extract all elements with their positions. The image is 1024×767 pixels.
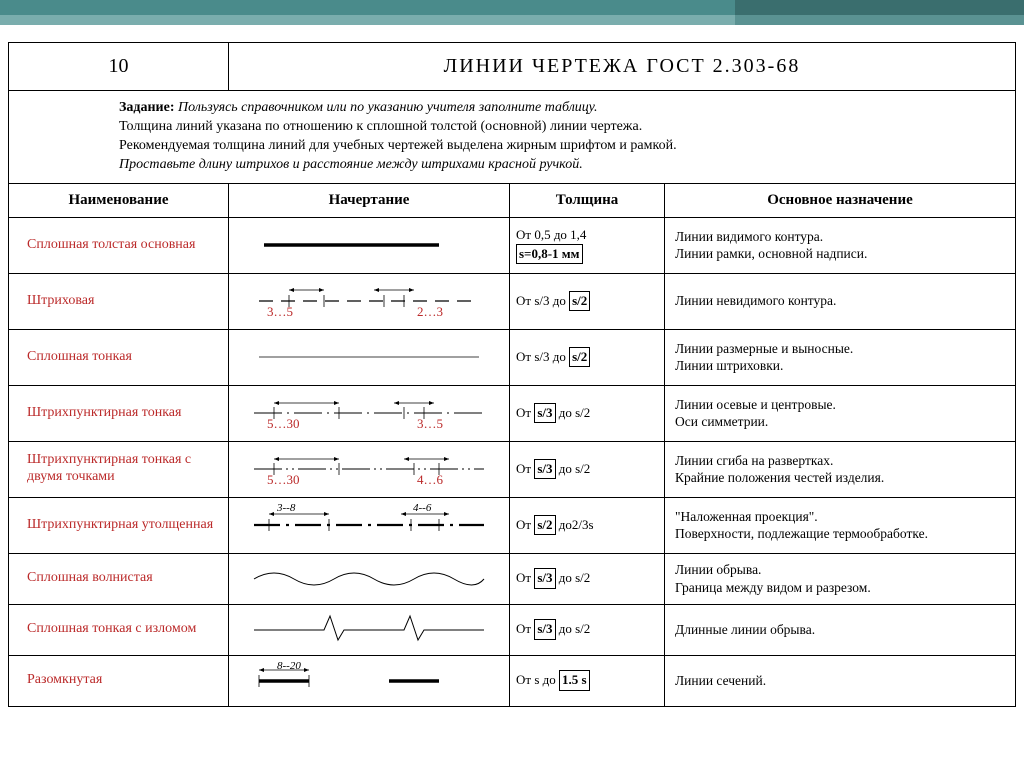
- line-name: Штрихпунктирная тонкая с двумя точками: [9, 441, 229, 497]
- table-row: Сплошная толстая основная От 0,5 до 1,4s=…: [9, 217, 1016, 273]
- decorative-top-bars: [0, 0, 1024, 42]
- title-row: 10 ЛИНИИ ЧЕРТЕЖА ГОСТ 2.303-68: [9, 43, 1016, 91]
- line-name: Штрихпунктирная утолщенная: [9, 497, 229, 553]
- line-purpose: Линии обрыва.Граница между видом и разре…: [665, 553, 1016, 604]
- line-drawing: 5…304…6: [229, 441, 510, 497]
- col-purpose-header: Основное назначение: [665, 183, 1016, 217]
- line-name: Разомкнутая: [9, 655, 229, 706]
- table-row: Штрихпунктирная тонкая5…303…5От s/3 до s…: [9, 385, 1016, 441]
- line-drawing: [229, 217, 510, 273]
- column-headers: Наименование Начертание Толщина Основное…: [9, 183, 1016, 217]
- line-drawing: [229, 553, 510, 604]
- col-thick-header: Толщина: [510, 183, 665, 217]
- line-thickness: От s/3 до s/2: [510, 273, 665, 329]
- line-thickness: От s до 1.5 s: [510, 655, 665, 706]
- table-row: Сплошная тонкая с изломом От s/3 до s/2Дл…: [9, 604, 1016, 655]
- line-drawing: [229, 604, 510, 655]
- line-thickness: От s/3 до s/2: [510, 553, 665, 604]
- table-row: Штриховая3…52…3От s/3 до s/2Линии невиди…: [9, 273, 1016, 329]
- line-drawing: 3--84--6: [229, 497, 510, 553]
- line-purpose: Линии невидимого контура.: [665, 273, 1016, 329]
- line-thickness: От s/3 до s/2: [510, 604, 665, 655]
- line-drawing: 8--20: [229, 655, 510, 706]
- line-name: Сплошная тонкая с изломом: [9, 604, 229, 655]
- line-name: Штриховая: [9, 273, 229, 329]
- table-row: Штрихпунктирная тонкая с двумя точками5……: [9, 441, 1016, 497]
- line-thickness: От s/3 до s/2: [510, 329, 665, 385]
- task-line3: Рекомендуемая толщина линий для учебных …: [119, 138, 677, 153]
- main-table: 10 ЛИНИИ ЧЕРТЕЖА ГОСТ 2.303-68 Задание: …: [8, 42, 1016, 707]
- line-name: Сплошная толстая основная: [9, 217, 229, 273]
- line-purpose: Линии размерные и выносные.Линии штрихов…: [665, 329, 1016, 385]
- task-label: Задание:: [119, 100, 174, 115]
- line-purpose: Линии осевые и центровые.Оси симметрии.: [665, 385, 1016, 441]
- line-drawing: [229, 329, 510, 385]
- table-row: Разомкнутая8--20От s до 1.5 sЛинии сечен…: [9, 655, 1016, 706]
- line-purpose: Линии видимого контура.Линии рамки, осно…: [665, 217, 1016, 273]
- col-name-header: Наименование: [9, 183, 229, 217]
- line-thickness: От s/2 до2/3s: [510, 497, 665, 553]
- table-row: Сплошная волнистая От s/3 до s/2Линии обр…: [9, 553, 1016, 604]
- task-line4: Проставьте длину штрихов и расстояние ме…: [119, 157, 583, 172]
- page-number: 10: [9, 43, 229, 91]
- line-purpose: Длинные линии обрыва.: [665, 604, 1016, 655]
- line-thickness: От 0,5 до 1,4s=0,8-1 мм: [510, 217, 665, 273]
- line-thickness: От s/3 до s/2: [510, 441, 665, 497]
- col-draw-header: Начертание: [229, 183, 510, 217]
- line-name: Сплошная тонкая: [9, 329, 229, 385]
- line-purpose: Линии сгиба на развертках.Крайние положе…: [665, 441, 1016, 497]
- task-line2: Толщина линий указана по отношению к спл…: [119, 119, 642, 134]
- table-row: Штрихпунктирная утолщенная3--84--6От s/2…: [9, 497, 1016, 553]
- line-drawing: 5…303…5: [229, 385, 510, 441]
- document-page: 10 ЛИНИИ ЧЕРТЕЖА ГОСТ 2.303-68 Задание: …: [0, 42, 1024, 707]
- table-row: Сплошная тонкая От s/3 до s/2Линии размер…: [9, 329, 1016, 385]
- line-thickness: От s/3 до s/2: [510, 385, 665, 441]
- line-name: Сплошная волнистая: [9, 553, 229, 604]
- task-row: Задание: Пользуясь справочником или по у…: [9, 91, 1016, 184]
- line-drawing: 3…52…3: [229, 273, 510, 329]
- line-name: Штрихпунктирная тонкая: [9, 385, 229, 441]
- line-purpose: Линии сечений.: [665, 655, 1016, 706]
- task-line1: Пользуясь справочником или по указанию у…: [178, 100, 597, 115]
- line-purpose: "Наложенная проекция".Поверхности, подле…: [665, 497, 1016, 553]
- page-title: ЛИНИИ ЧЕРТЕЖА ГОСТ 2.303-68: [229, 43, 1016, 91]
- task-cell: Задание: Пользуясь справочником или по у…: [9, 91, 1016, 184]
